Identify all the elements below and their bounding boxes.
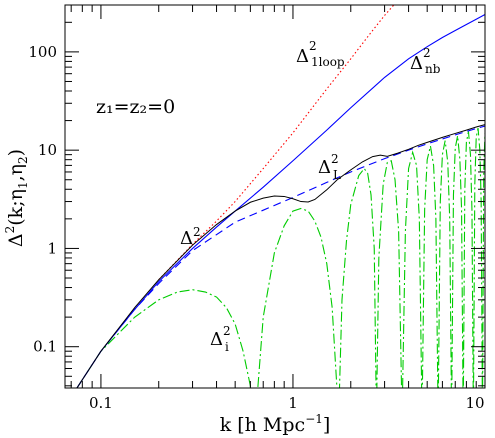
series-line-full — [76, 124, 485, 388]
y-tick-label: 1 — [47, 239, 57, 257]
delta2-label: Δ2 — [180, 225, 201, 249]
y-axis-label: Δ2(k;η1,η2) — [3, 149, 30, 247]
delta2-linear-label: Δ2 L — [318, 152, 341, 182]
x-tick-label: 0.1 — [89, 394, 113, 412]
delta2-1loop-label: Δ2 1loop — [296, 39, 345, 69]
delta2-nb-label: Δ2 nb — [410, 46, 441, 76]
x-tick-label: 10 — [465, 394, 484, 412]
delta2-i-label: Δ2 i — [210, 324, 231, 354]
ticks-layer: 0.1 1 10 0.1 1 10 100 — [28, 4, 486, 412]
plot-frame — [64, 4, 486, 389]
x-tick-label: 1 — [288, 394, 298, 412]
series-line-linear — [76, 125, 485, 388]
curves-layer — [76, 5, 485, 388]
series-line-nb — [76, 14, 485, 388]
redshift-annotation: z₁=z₂=0 — [96, 96, 175, 118]
y-tick-label: 0.1 — [33, 338, 57, 356]
y-tick-label: 100 — [28, 43, 57, 61]
y-tick-label: 10 — [38, 141, 57, 159]
x-axis-label: k [h Mpc−1] — [220, 412, 331, 436]
